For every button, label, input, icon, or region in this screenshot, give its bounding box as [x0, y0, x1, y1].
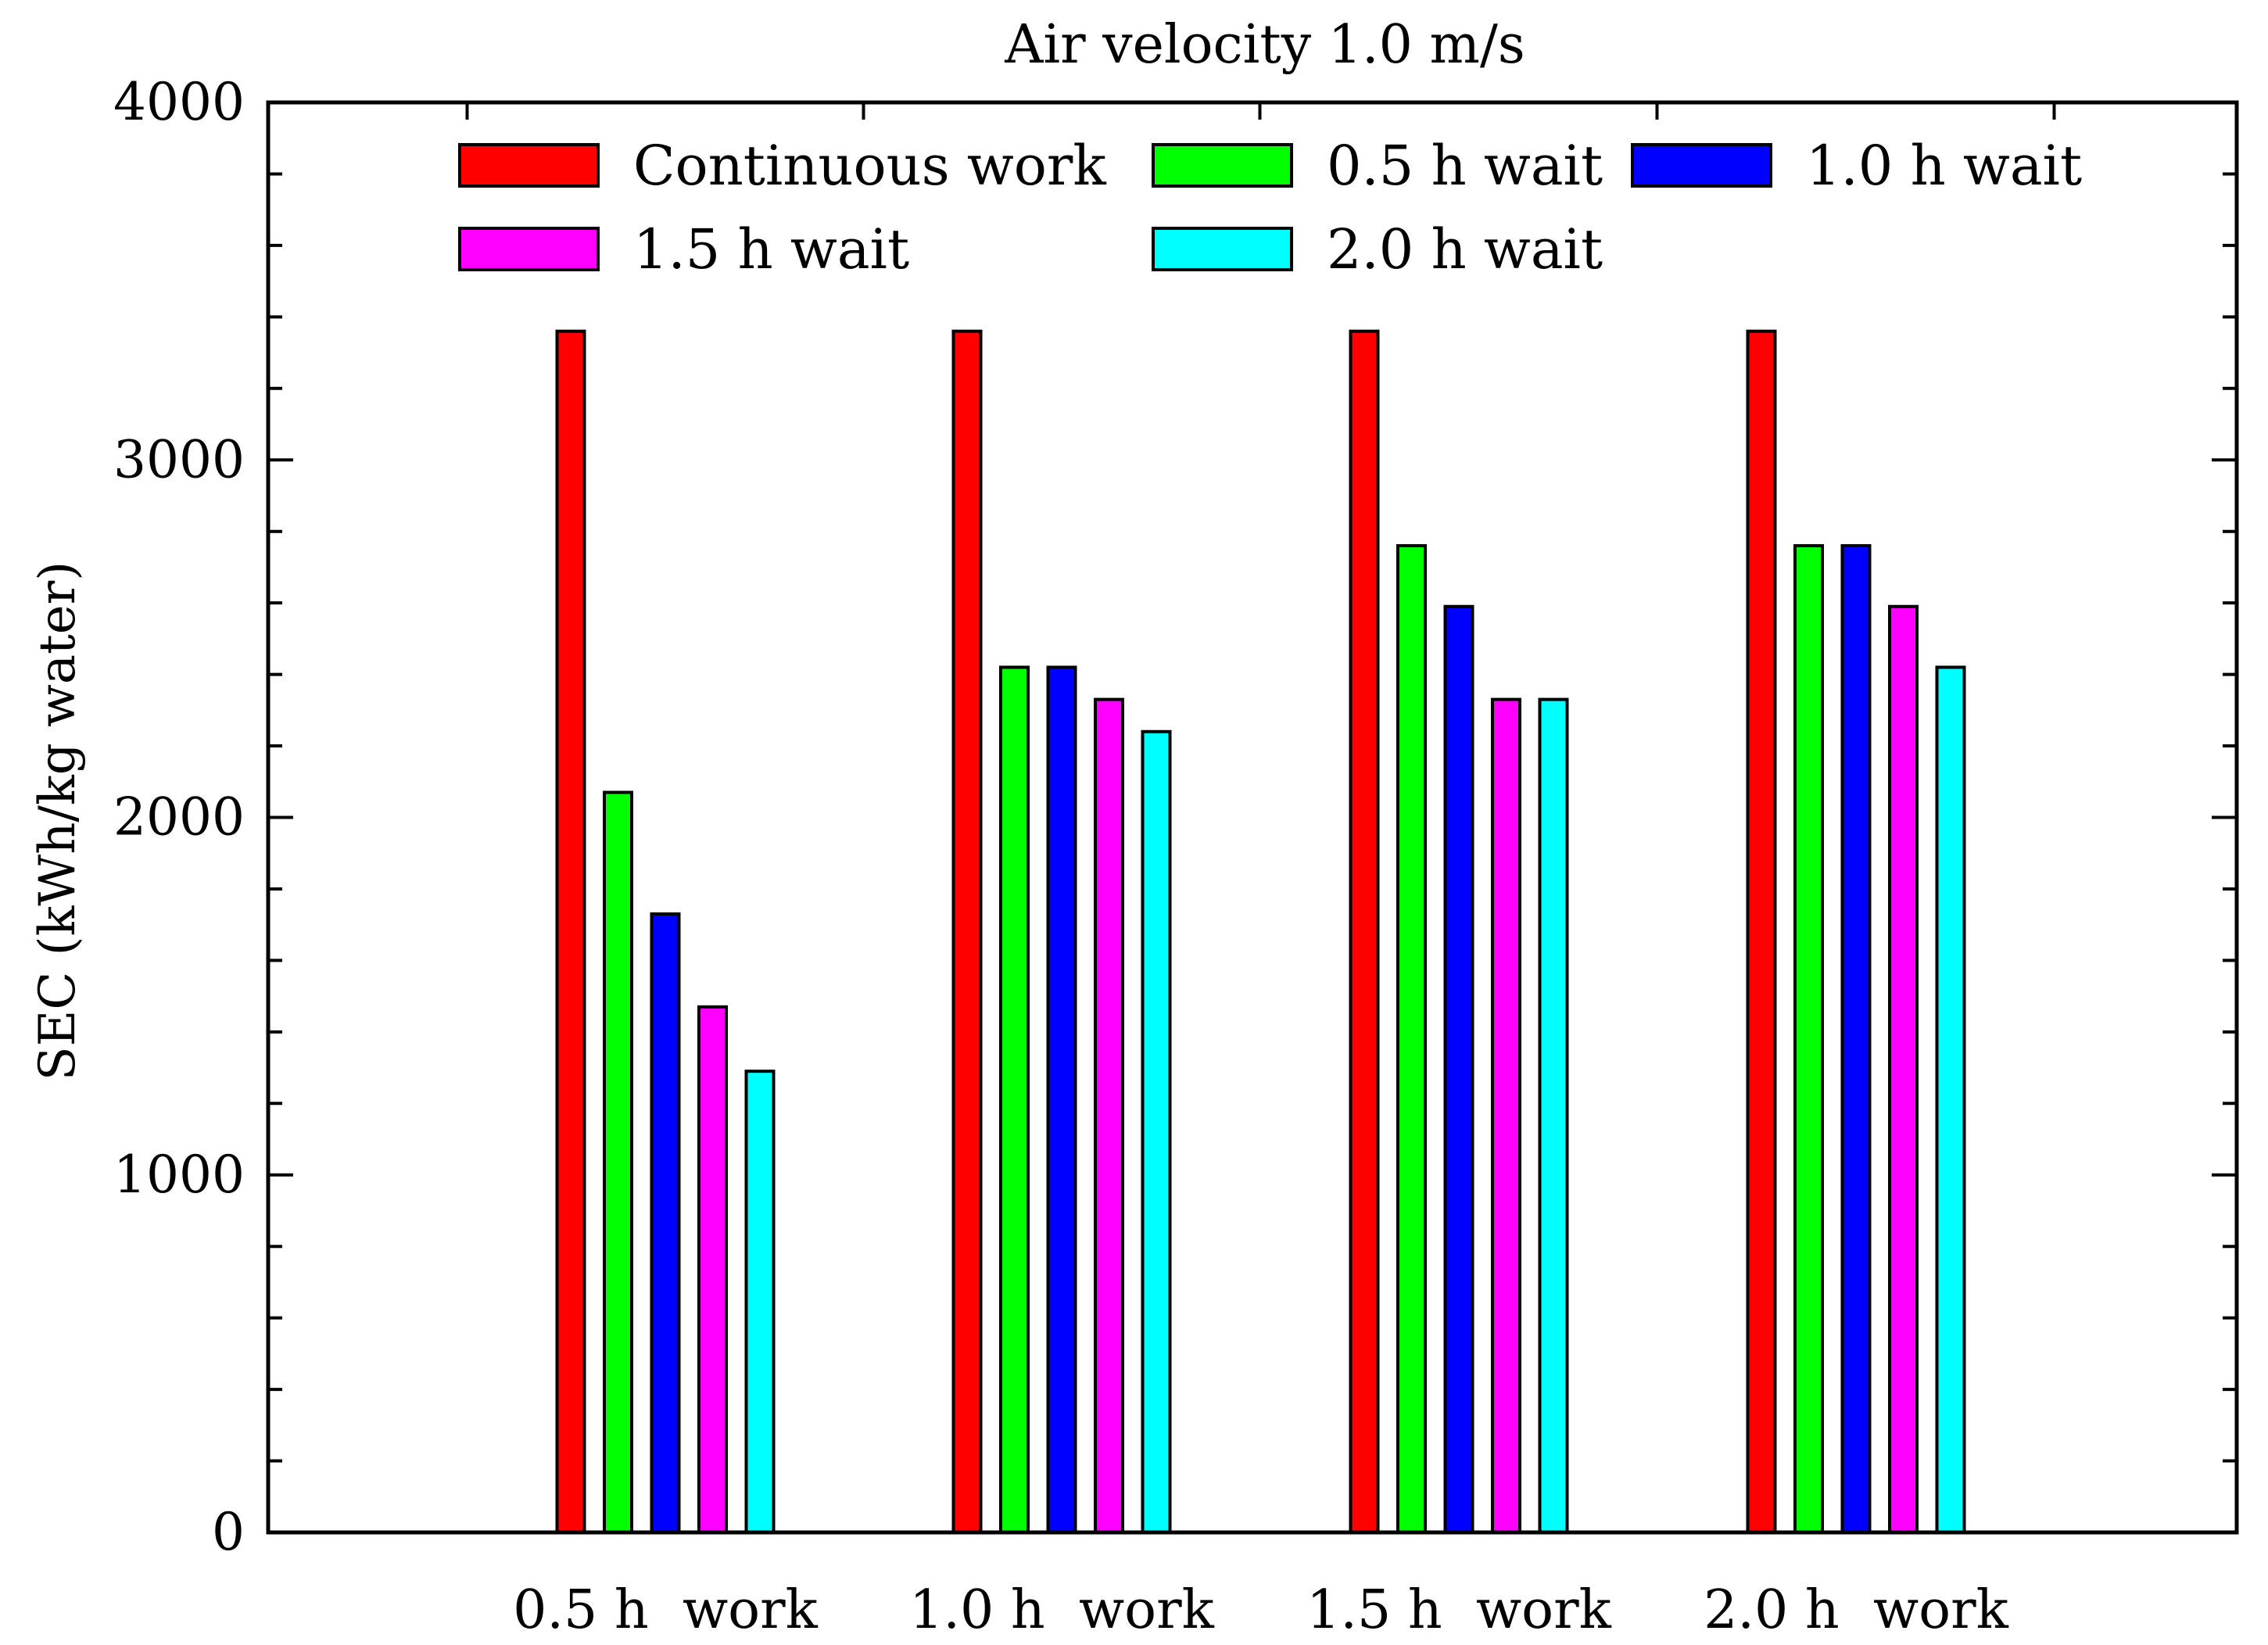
y-axis-label: SEC (kWh/kg water)	[29, 561, 87, 1081]
axis-ticks	[268, 101, 2237, 1534]
legend-label: 0.5 h wait	[1327, 134, 1603, 198]
legend-swatch	[1152, 143, 1293, 188]
bar	[1793, 543, 1824, 1534]
bar	[1396, 543, 1427, 1534]
bar	[1746, 329, 1777, 1534]
plot-frame	[266, 100, 2239, 1535]
legend-label: Continuous work	[633, 134, 1106, 198]
legend: Continuous work 0.5 h wait 1.0 h wait 1.5 h…	[458, 134, 2082, 281]
chart-title: Air velocity 1.0 m/s	[1004, 14, 1525, 76]
legend-swatch	[1631, 143, 1772, 188]
y-tick-label: 1000	[113, 1145, 245, 1205]
category-labels: 0.5 h work 1.0 h work 1.5 h work 2.0 h work	[513, 1579, 2008, 1641]
bar	[603, 790, 633, 1534]
category-label: 1.0 h work	[909, 1579, 1214, 1641]
legend-label: 2.0 h wait	[1327, 217, 1603, 281]
category-label: 1.5 h work	[1306, 1579, 1611, 1641]
legend-swatch	[1152, 227, 1293, 271]
bar	[744, 1070, 776, 1534]
y-tick-label: 2000	[113, 787, 245, 848]
bar	[999, 665, 1030, 1535]
bar	[1349, 329, 1380, 1534]
legend-swatch	[458, 143, 600, 188]
category-label: 0.5 h work	[513, 1579, 818, 1641]
legend-label: 1.0 h wait	[1806, 134, 2082, 198]
bar	[1935, 665, 1966, 1535]
bar	[650, 912, 681, 1534]
bar	[697, 1005, 728, 1534]
y-tick-label: 3000	[113, 429, 245, 489]
y-tick-label: 4000	[113, 72, 245, 132]
bar	[1141, 729, 1172, 1534]
legend-label: 1.5 h wait	[633, 217, 909, 281]
bar	[555, 329, 586, 1534]
y-tick-labels: 0 1000 2000 3000 4000	[113, 72, 245, 1562]
bar	[1538, 697, 1569, 1534]
bar	[1491, 697, 1521, 1534]
bar	[1840, 543, 1872, 1534]
legend-swatch	[458, 227, 600, 271]
bar	[1888, 604, 1919, 1534]
bar	[951, 329, 983, 1534]
bar	[1443, 604, 1474, 1534]
category-label: 2.0 h work	[1704, 1579, 2008, 1641]
bar	[1046, 665, 1077, 1535]
bar	[1094, 697, 1124, 1534]
plot-area: 0 1000 2000 3000 4000 0.5 h work 1.0 h work 1.…	[113, 72, 2239, 1641]
y-tick-label: 0	[212, 1502, 245, 1562]
bars	[555, 329, 1966, 1535]
